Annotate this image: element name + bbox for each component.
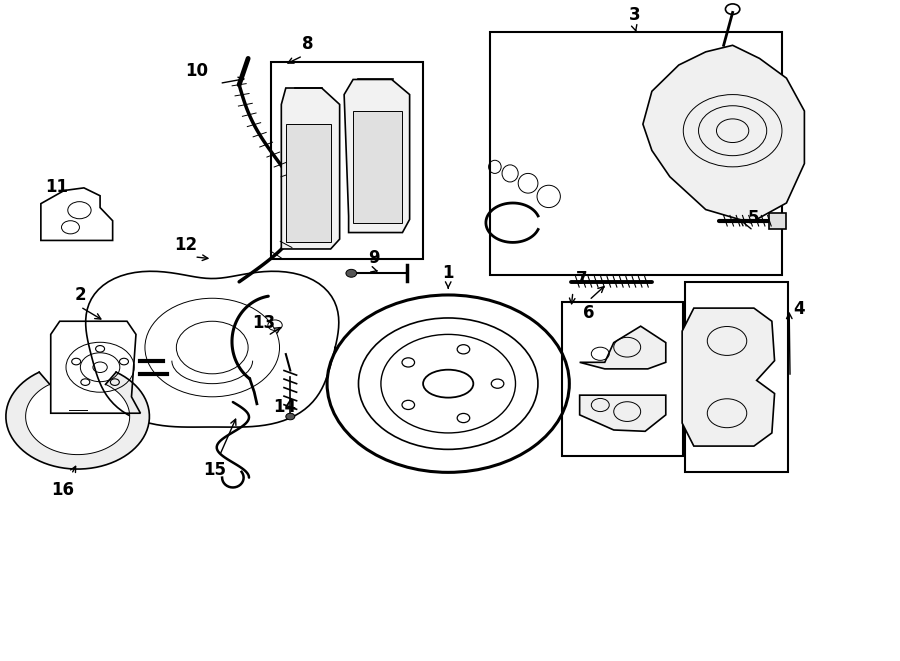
Circle shape	[346, 269, 356, 277]
Text: 2: 2	[75, 286, 86, 303]
Polygon shape	[580, 395, 666, 431]
Text: 12: 12	[174, 235, 197, 254]
Text: 5: 5	[748, 210, 759, 227]
Text: 6: 6	[583, 303, 595, 321]
Polygon shape	[353, 111, 402, 223]
Polygon shape	[282, 88, 339, 249]
Polygon shape	[580, 326, 666, 369]
Polygon shape	[286, 124, 330, 243]
Text: 16: 16	[51, 481, 74, 499]
Polygon shape	[344, 79, 410, 233]
Text: 1: 1	[443, 264, 454, 282]
Polygon shape	[682, 308, 775, 446]
Text: 14: 14	[274, 398, 296, 416]
Text: 15: 15	[203, 461, 227, 479]
Text: 4: 4	[794, 299, 806, 318]
Bar	[562, 301, 683, 456]
Text: 9: 9	[368, 249, 380, 267]
Text: 10: 10	[185, 62, 209, 80]
Circle shape	[286, 413, 295, 420]
Polygon shape	[6, 372, 149, 469]
Text: 13: 13	[252, 315, 274, 332]
Text: 3: 3	[629, 6, 641, 24]
Bar	[685, 282, 788, 473]
Bar	[271, 61, 423, 259]
Polygon shape	[643, 46, 805, 223]
Bar	[491, 32, 782, 275]
Polygon shape	[769, 213, 787, 229]
Text: 8: 8	[302, 34, 313, 52]
Text: 11: 11	[46, 178, 68, 196]
Text: 7: 7	[576, 270, 588, 288]
